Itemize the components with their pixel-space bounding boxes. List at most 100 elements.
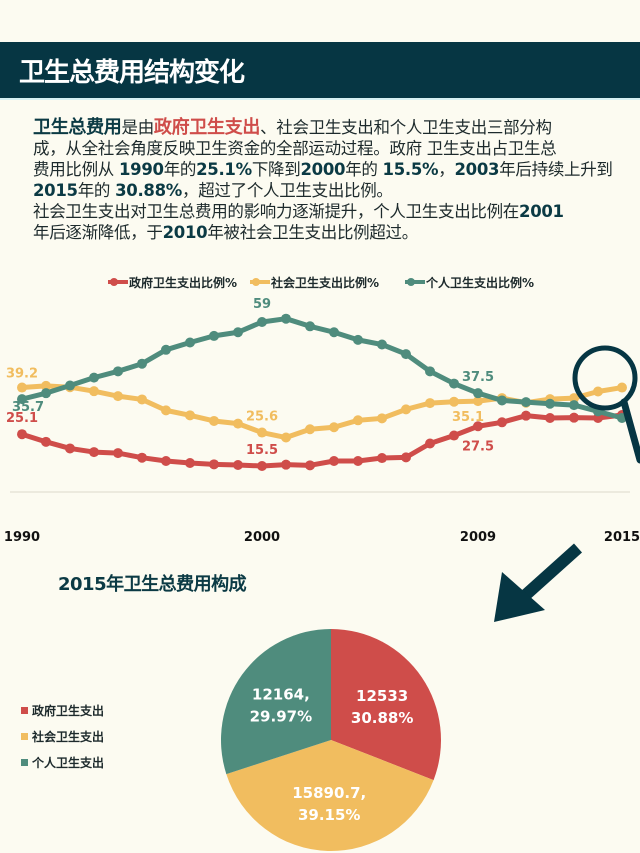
data-point-gov (137, 452, 147, 463)
data-point-social (281, 432, 291, 443)
intro-line: 2015年的 30.88%，超过了个人卫生支出比例。 (33, 180, 633, 201)
intro-text: 费用比例从 (33, 160, 119, 179)
data-point-social (401, 404, 411, 415)
intro-text: 下降到 (251, 160, 301, 179)
intro-text: 年的 (77, 181, 116, 200)
data-point-social (449, 396, 459, 407)
intro-text: 年的 (163, 160, 197, 179)
data-point-personal (137, 358, 147, 369)
intro-text: ，超过了个人卫生支出比例。 (182, 181, 393, 200)
data-point-gov (425, 438, 435, 449)
data-point-personal (113, 366, 123, 377)
data-point-social (377, 413, 387, 424)
data-point-gov (305, 460, 315, 471)
magnifier-icon (572, 345, 638, 411)
intro-text: 2010 (162, 223, 208, 242)
legend-label: 政府卫生支出 (32, 703, 105, 718)
data-point-social (329, 422, 339, 433)
data-label-social: 39.2 (6, 367, 38, 382)
intro-text: 2015 (33, 181, 78, 200)
data-label-social: 35.1 (452, 410, 484, 425)
data-point-personal (329, 327, 339, 338)
pie-percent-label: 29.97% (250, 708, 312, 726)
data-point-gov (41, 436, 51, 447)
data-point-social (593, 386, 603, 397)
data-point-personal (521, 397, 531, 408)
data-point-social (257, 427, 267, 438)
series-line-gov (21, 412, 623, 469)
data-point-personal (41, 388, 51, 399)
data-point-social (89, 386, 99, 397)
intro-text: 是由 (121, 118, 155, 137)
data-point-gov (401, 452, 411, 463)
data-point-social (17, 382, 27, 393)
intro-text: 政府卫生支出 (153, 117, 261, 138)
legend-label: 个人卫生支出比例% (425, 275, 534, 290)
intro-text: 2001 (519, 202, 564, 221)
data-point-personal (449, 378, 459, 389)
pie-percent-label: 39.15% (298, 806, 360, 824)
data-point-gov (329, 456, 339, 467)
data-label-personal: 35.7 (12, 400, 44, 415)
data-point-social (209, 415, 219, 426)
pie-value-label: 15890.7, (292, 784, 366, 802)
data-point-personal (569, 400, 579, 411)
data-point-social (473, 396, 483, 407)
legend-label: 个人卫生支出 (32, 755, 105, 770)
data-point-personal (89, 372, 99, 383)
legend-swatch (21, 758, 28, 766)
intro-text: 1990 (118, 160, 164, 179)
pie-slice-gov (331, 629, 441, 781)
data-label-personal: 59 (253, 297, 271, 312)
intro-text: ， (438, 160, 455, 179)
pie-title: 2015年卫生总费用构成 (58, 574, 247, 595)
data-point-personal (257, 317, 267, 327)
data-point-personal (401, 349, 411, 360)
data-point-social (113, 391, 123, 402)
pie-slice-social (226, 740, 434, 851)
arrow-head (494, 572, 545, 622)
pie-value-label: 12164, (252, 686, 310, 704)
data-point-social (233, 418, 243, 429)
data-label-gov: 15.5 (246, 443, 278, 458)
data-point-gov (233, 459, 243, 470)
data-point-personal (377, 339, 387, 350)
data-point-social (161, 405, 171, 416)
data-point-personal (353, 334, 363, 345)
data-point-personal (209, 330, 219, 341)
data-point-gov (65, 443, 75, 454)
legend-swatch (21, 732, 28, 740)
x-tick-label: 2009 (460, 530, 496, 545)
data-point-personal (233, 327, 243, 338)
data-point-social (569, 393, 579, 404)
legend-swatch (21, 706, 28, 714)
data-point-gov (17, 429, 27, 440)
intro-text: 2003 (454, 160, 500, 179)
intro-line: 费用比例从 1990年的25.1%下降到2000年的 15.5%，2003年后持… (33, 159, 633, 180)
data-point-personal (161, 344, 171, 355)
data-point-personal (65, 380, 75, 391)
pie-value-label: 12533 (356, 687, 408, 705)
data-point-gov (185, 458, 195, 469)
data-point-gov (257, 460, 267, 471)
intro-text: 社会卫生支出对卫生总费用的影响力逐渐提升，个人卫生支出比例在 (33, 202, 520, 221)
data-point-personal (305, 321, 315, 332)
data-point-gov (521, 410, 531, 421)
data-point-personal (497, 395, 507, 406)
pie-legend-item: 个人卫生支出 (21, 749, 104, 775)
pie-slice-personal (221, 629, 331, 775)
intro-paragraph: 卫生总费用是由政府卫生支出、社会卫生支出和个人卫生支出三部分构 成，从全社会角度反… (33, 117, 633, 243)
intro-text: 年被社会卫生支出比例超过。 (207, 223, 418, 242)
intro-text: 15.5% (382, 160, 439, 179)
data-point-social (617, 382, 627, 393)
legend-marker (252, 278, 260, 286)
intro-text: 年后逐渐降低，于 (33, 223, 163, 242)
intro-text: 、社会卫生支出和个人卫生支出三部分构 (260, 118, 552, 137)
legend-marker (110, 278, 118, 286)
intro-text: 年后持续上升到 (499, 160, 613, 179)
intro-text: 卫生总费用 (33, 117, 122, 138)
x-tick-label: 2000 (244, 530, 280, 545)
pie-legend-item: 社会卫生支出 (21, 723, 104, 749)
arrow-icon (515, 543, 583, 605)
